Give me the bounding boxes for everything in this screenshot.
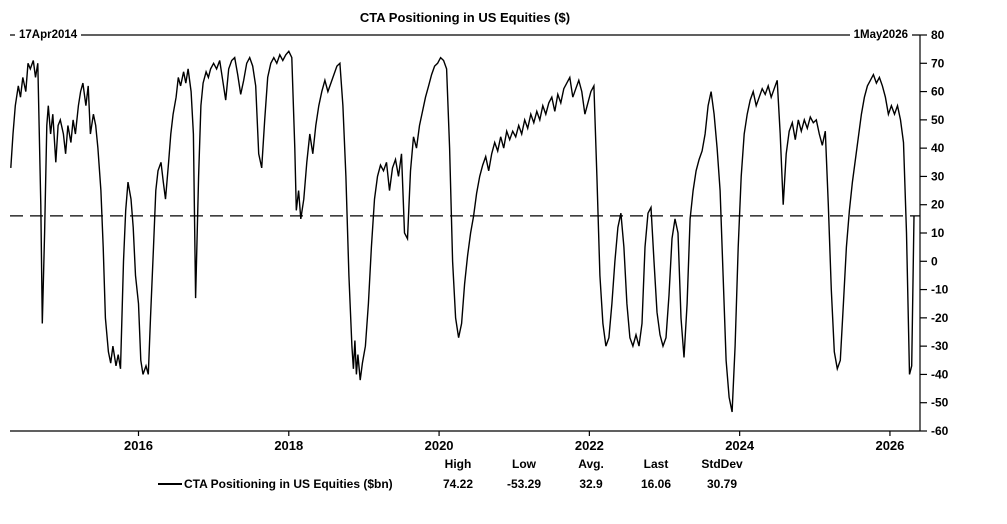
chart-title: CTA Positioning in US Equities ($) <box>359 10 571 25</box>
stats-value-high: 74.22 <box>442 477 474 491</box>
stats-value-stddev: 30.79 <box>706 477 738 491</box>
y-tick-label: -60 <box>931 424 949 438</box>
end-date-label: 1May2026 <box>849 28 912 42</box>
chart-plot-area: 80 70 60 50 40 30 20 10 0 -10 -20 -30 -40 -50 -60 2016 2… <box>10 28 949 453</box>
stats-value-low: -53.29 <box>506 477 542 491</box>
legend-line-sample-icon <box>158 483 182 485</box>
y-tick-label: -20 <box>931 311 949 325</box>
stats-value-avg: 32.9 <box>579 477 603 491</box>
legend-label: CTA Positioning in US Equities ($bn) <box>184 477 393 491</box>
x-tick-label: 2026 <box>875 438 904 453</box>
x-tick-label: 2020 <box>425 438 454 453</box>
y-tick-label: -30 <box>931 339 949 353</box>
y-tick-label: 50 <box>931 113 945 127</box>
y-tick-label: 80 <box>931 28 945 42</box>
stats-header-low: Low <box>512 457 536 471</box>
y-tick-label: 20 <box>931 198 945 212</box>
legend: CTA Positioning in US Equities ($bn) <box>158 477 393 491</box>
y-tick-label: 40 <box>931 141 945 155</box>
y-tick-label: -10 <box>931 283 949 297</box>
y-tick-label: 30 <box>931 169 945 183</box>
y-tick-label: -40 <box>931 367 949 381</box>
x-tick-label: 2018 <box>274 438 303 453</box>
x-tick-label: 2024 <box>725 438 755 453</box>
stats-header-avg: Avg. <box>578 457 604 471</box>
stats-header-high: High <box>444 457 472 471</box>
y-tick-label: 10 <box>931 226 945 240</box>
series-line <box>10 50 915 413</box>
stats-value-row: 74.22 -53.29 32.9 16.06 30.79 <box>0 477 1007 495</box>
x-tick-label: 2022 <box>575 438 604 453</box>
stats-value-last: 16.06 <box>640 477 672 491</box>
y-tick-label: -50 <box>931 396 949 410</box>
stats-header-row: High Low Avg. Last StdDev <box>0 457 1007 475</box>
start-date-label: 17Apr2014 <box>15 28 82 42</box>
x-tick-label: 2016 <box>124 438 153 453</box>
y-tick-label: 60 <box>931 85 945 99</box>
stats-header-last: Last <box>643 457 669 471</box>
stats-header-stddev: StdDev <box>701 457 743 471</box>
y-tick-label: 0 <box>931 254 938 268</box>
y-tick-label: 70 <box>931 56 945 70</box>
